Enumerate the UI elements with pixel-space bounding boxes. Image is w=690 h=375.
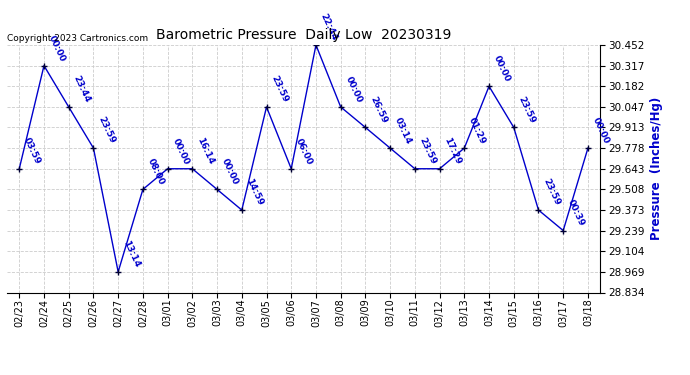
Y-axis label: Pressure  (Inches/Hg): Pressure (Inches/Hg) xyxy=(650,97,663,240)
Text: 03:14: 03:14 xyxy=(393,116,413,146)
Text: 00:00: 00:00 xyxy=(170,136,190,166)
Text: 26:59: 26:59 xyxy=(368,95,388,124)
Text: 23:59: 23:59 xyxy=(517,95,537,124)
Text: 03:59: 03:59 xyxy=(22,136,42,166)
Text: 08:00: 08:00 xyxy=(146,157,166,187)
Text: 17:29: 17:29 xyxy=(442,136,463,166)
Text: 23:59: 23:59 xyxy=(96,116,117,146)
Text: 00:00: 00:00 xyxy=(47,34,67,63)
Text: 06:00: 06:00 xyxy=(294,136,314,166)
Text: 22:44: 22:44 xyxy=(319,12,339,42)
Text: 01:29: 01:29 xyxy=(467,116,487,146)
Text: 00:00: 00:00 xyxy=(220,158,240,187)
Text: Copyright 2023 Cartronics.com: Copyright 2023 Cartronics.com xyxy=(7,33,148,42)
Text: 14:59: 14:59 xyxy=(244,177,265,207)
Text: 16:14: 16:14 xyxy=(195,136,215,166)
Text: 00:00: 00:00 xyxy=(492,54,512,84)
Text: 13:14: 13:14 xyxy=(121,239,141,269)
Text: 00:00: 00:00 xyxy=(344,75,364,104)
Text: 00:00: 00:00 xyxy=(591,116,611,146)
Text: 23:59: 23:59 xyxy=(541,177,562,207)
Text: 00:39: 00:39 xyxy=(566,198,586,228)
Text: 23:44: 23:44 xyxy=(72,74,92,104)
Title: Barometric Pressure  Daily Low  20230319: Barometric Pressure Daily Low 20230319 xyxy=(156,28,451,42)
Text: 23:59: 23:59 xyxy=(269,74,290,104)
Text: 23:59: 23:59 xyxy=(417,136,438,166)
